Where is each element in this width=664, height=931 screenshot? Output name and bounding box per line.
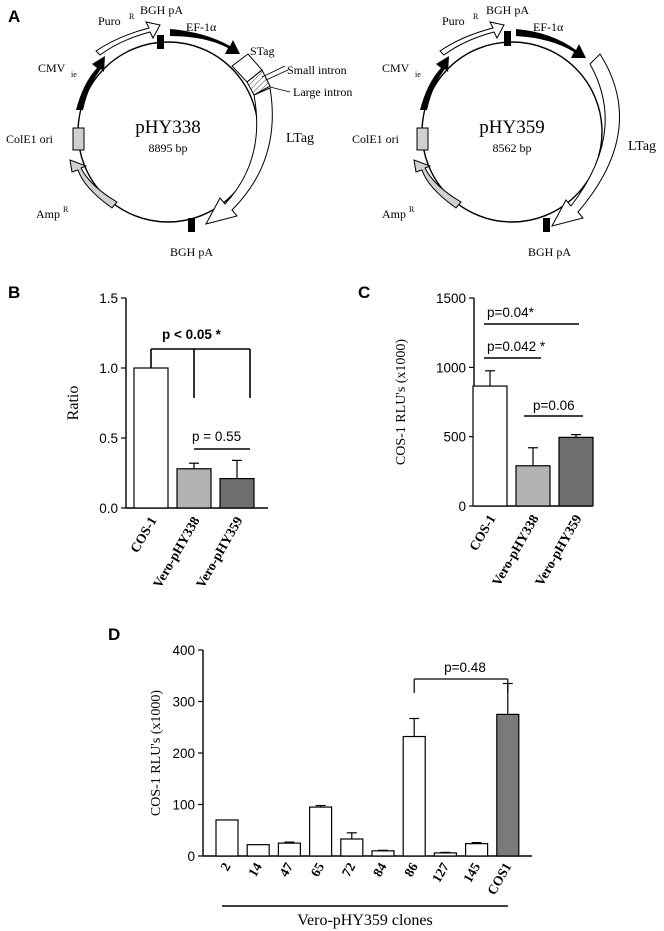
plasmid-size: 8895 bp — [149, 141, 188, 155]
label-ef1a: EF-1α — [186, 20, 217, 34]
label-cmv: CMV — [38, 61, 66, 75]
label-bgh-top-2: BGH pA — [486, 3, 529, 17]
bar — [558, 436, 594, 507]
annotation-p-value: p < 0.05 * — [162, 327, 222, 342]
y-tick-label: 1500 — [436, 291, 466, 306]
x-tick-label: COS-1 — [127, 514, 160, 555]
label-small-intron: Small intron — [287, 63, 347, 77]
annotation-p-value: p=0.04* — [487, 305, 535, 320]
x-tick-label: 2 — [217, 860, 233, 874]
x-tick-label: 65 — [307, 860, 327, 879]
label-amp-sup-2: R — [409, 205, 415, 214]
label-ltag: LTag — [286, 131, 314, 146]
bar — [371, 850, 395, 857]
bar — [133, 367, 169, 509]
y-tick-label: 0.5 — [99, 431, 118, 446]
plasmid-name: pHY338 — [135, 117, 200, 138]
bar — [215, 819, 239, 857]
y-tick-label: 0.0 — [99, 501, 118, 516]
y-tick-label: 100 — [172, 798, 195, 813]
label-cmv-sub-2: ie — [415, 70, 421, 79]
annotation-p-value: p=0.06 — [533, 398, 575, 413]
y-axis-label: COS-1 RLU's (x1000) — [149, 690, 164, 817]
label-cmv-2: CMV — [382, 61, 410, 75]
panel-label-b: B — [8, 283, 20, 302]
label-bgh-bottom-2: BGH pA — [528, 245, 571, 259]
x-tick-label: 84 — [370, 860, 390, 879]
x-tick-label: 127 — [429, 860, 452, 885]
label-puro-sup: R — [129, 12, 135, 21]
label-cole1: ColE1 ori — [6, 132, 54, 146]
x-tick-label: 145 — [460, 860, 483, 885]
y-tick-label: 0 — [187, 849, 195, 864]
y-tick-label: 1000 — [436, 360, 466, 375]
y-tick-label: 0 — [458, 499, 466, 514]
panel-label-a: A — [8, 7, 20, 26]
panel-label-c: C — [358, 283, 370, 302]
bar — [219, 478, 255, 509]
bar — [340, 838, 364, 857]
annotation-p-value: p=0.042 * — [487, 339, 546, 354]
plasmid-map-phy338: BGH pA EF-1α Puro R CMV ie STag Small in… — [6, 3, 352, 259]
bar — [496, 713, 520, 857]
label-cole1-2: ColE1 ori — [352, 132, 400, 146]
label-ef1a-2: EF-1α — [533, 20, 564, 34]
label-ltag-2: LTag — [628, 139, 656, 154]
annotation-p-value: p = 0.55 — [192, 429, 241, 444]
label-puro-sup-2: R — [473, 12, 479, 21]
y-tick-label: 200 — [172, 746, 195, 761]
y-tick-label: 1.5 — [99, 291, 118, 306]
x-tick-label: COS1 — [484, 860, 514, 898]
plasmid-name-2: pHY359 — [479, 117, 544, 138]
label-stag: STag — [250, 44, 275, 58]
x-tick-label: 14 — [245, 860, 265, 879]
bar — [515, 465, 551, 507]
x-tick-label: Vero-pHY359 — [193, 514, 246, 591]
bar — [465, 843, 489, 857]
annotation-p-value: p=0.48 — [444, 660, 486, 675]
x-tick-label: COS-1 — [466, 512, 499, 553]
label-amp-2: Amp — [382, 207, 406, 221]
y-tick-label: 1.0 — [99, 361, 118, 376]
label-bgh-top: BGH pA — [140, 3, 183, 17]
chart-d: 0 100 200 300 400 COS-1 RLU's (x1000) 2 14 47 65 7… — [149, 643, 532, 929]
bar — [433, 852, 457, 857]
x-tick-label: 86 — [401, 860, 421, 879]
y-axis-label: COS-1 RLU's (x1000) — [394, 339, 409, 466]
label-cmv-sub: ie — [71, 70, 77, 79]
y-tick-label: 500 — [443, 430, 466, 445]
bar — [472, 385, 508, 507]
y-tick-label: 400 — [172, 643, 195, 658]
chart-b: 0.00.51.01.5RatioCOS-1Vero-pHY338Vero-pH… — [65, 291, 268, 590]
bar — [309, 806, 333, 857]
chart-c: 0 500 1000 1500 COS-1 RLU's (x1000) COS-1 Vero… — [394, 291, 594, 589]
x-tick-label: Vero-pHY359 — [532, 512, 585, 589]
x-tick-label: 47 — [276, 860, 296, 879]
bar — [277, 842, 301, 857]
label-large-intron: Large intron — [293, 85, 352, 99]
label-puro-2: Puro — [442, 14, 465, 28]
plasmid-map-phy359: BGH pA EF-1α Puro R CMV ie LTag ColE1 or… — [352, 3, 656, 259]
x-tick-label: 72 — [339, 860, 359, 879]
x-axis-label: Vero-pHY359 clones — [297, 912, 433, 929]
label-bgh-bottom: BGH pA — [170, 245, 213, 259]
plasmid-size-2: 8562 bp — [493, 141, 532, 155]
bar — [246, 844, 270, 857]
y-tick-label: 300 — [172, 695, 195, 710]
panel-label-d: D — [108, 625, 120, 644]
label-amp-sup: R — [63, 205, 69, 214]
label-puro: Puro — [98, 14, 121, 28]
y-axis-label: Ratio — [65, 386, 82, 421]
label-amp: Amp — [36, 207, 60, 221]
bar — [176, 468, 212, 509]
bar — [402, 735, 426, 857]
